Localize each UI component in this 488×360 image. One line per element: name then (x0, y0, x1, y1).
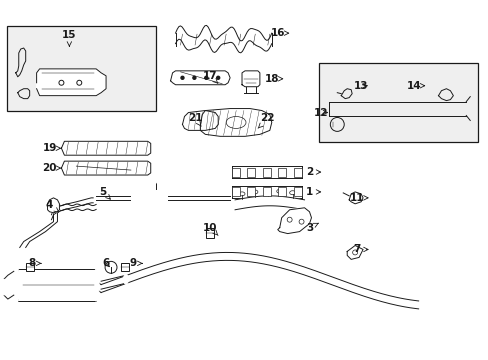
Bar (293, 188, 301, 196)
Text: 12: 12 (313, 108, 328, 117)
Text: 13: 13 (353, 81, 367, 91)
Text: 8: 8 (28, 258, 41, 268)
Text: 7: 7 (353, 244, 367, 255)
Ellipse shape (130, 189, 167, 207)
Polygon shape (37, 69, 106, 96)
Text: 20: 20 (42, 163, 61, 173)
Bar (278, 168, 285, 176)
Polygon shape (47, 198, 60, 213)
Polygon shape (346, 246, 362, 260)
Text: 17: 17 (203, 71, 218, 84)
Polygon shape (277, 208, 311, 234)
Text: 19: 19 (42, 143, 61, 153)
Bar (319, 63, 477, 142)
Text: 1: 1 (305, 187, 320, 197)
Bar (247, 168, 255, 176)
Bar (263, 168, 270, 176)
Bar (18, 269, 96, 301)
Bar (232, 188, 240, 196)
Text: 5: 5 (99, 187, 110, 199)
Text: 6: 6 (102, 258, 109, 268)
Text: 3: 3 (305, 222, 318, 233)
Text: 11: 11 (349, 193, 367, 203)
Polygon shape (170, 71, 230, 85)
Bar (247, 188, 255, 196)
Polygon shape (61, 161, 150, 175)
Bar (293, 168, 301, 176)
Polygon shape (200, 109, 271, 136)
Polygon shape (182, 111, 218, 130)
Text: 2: 2 (305, 167, 320, 177)
Polygon shape (61, 141, 150, 155)
Ellipse shape (15, 269, 20, 301)
Bar (263, 188, 270, 196)
Text: 14: 14 (406, 81, 424, 91)
Bar (26, 264, 34, 271)
Polygon shape (242, 71, 259, 87)
Text: 18: 18 (264, 74, 282, 84)
Text: 21: 21 (188, 113, 202, 126)
Text: 22: 22 (258, 113, 275, 128)
Polygon shape (348, 192, 362, 204)
Text: 10: 10 (203, 222, 218, 235)
Bar (232, 168, 240, 176)
Ellipse shape (93, 269, 99, 301)
Circle shape (204, 76, 207, 79)
Text: 16: 16 (270, 28, 288, 38)
Ellipse shape (123, 274, 128, 284)
Bar (121, 264, 129, 271)
Circle shape (216, 76, 219, 79)
Text: 15: 15 (62, 30, 77, 46)
Circle shape (181, 76, 183, 79)
Ellipse shape (2, 279, 6, 295)
Text: 4: 4 (46, 200, 59, 212)
Circle shape (192, 76, 196, 79)
Bar (7, 26, 155, 111)
Text: 9: 9 (129, 258, 142, 268)
Bar (278, 188, 285, 196)
Bar (206, 228, 214, 238)
Ellipse shape (152, 179, 158, 183)
